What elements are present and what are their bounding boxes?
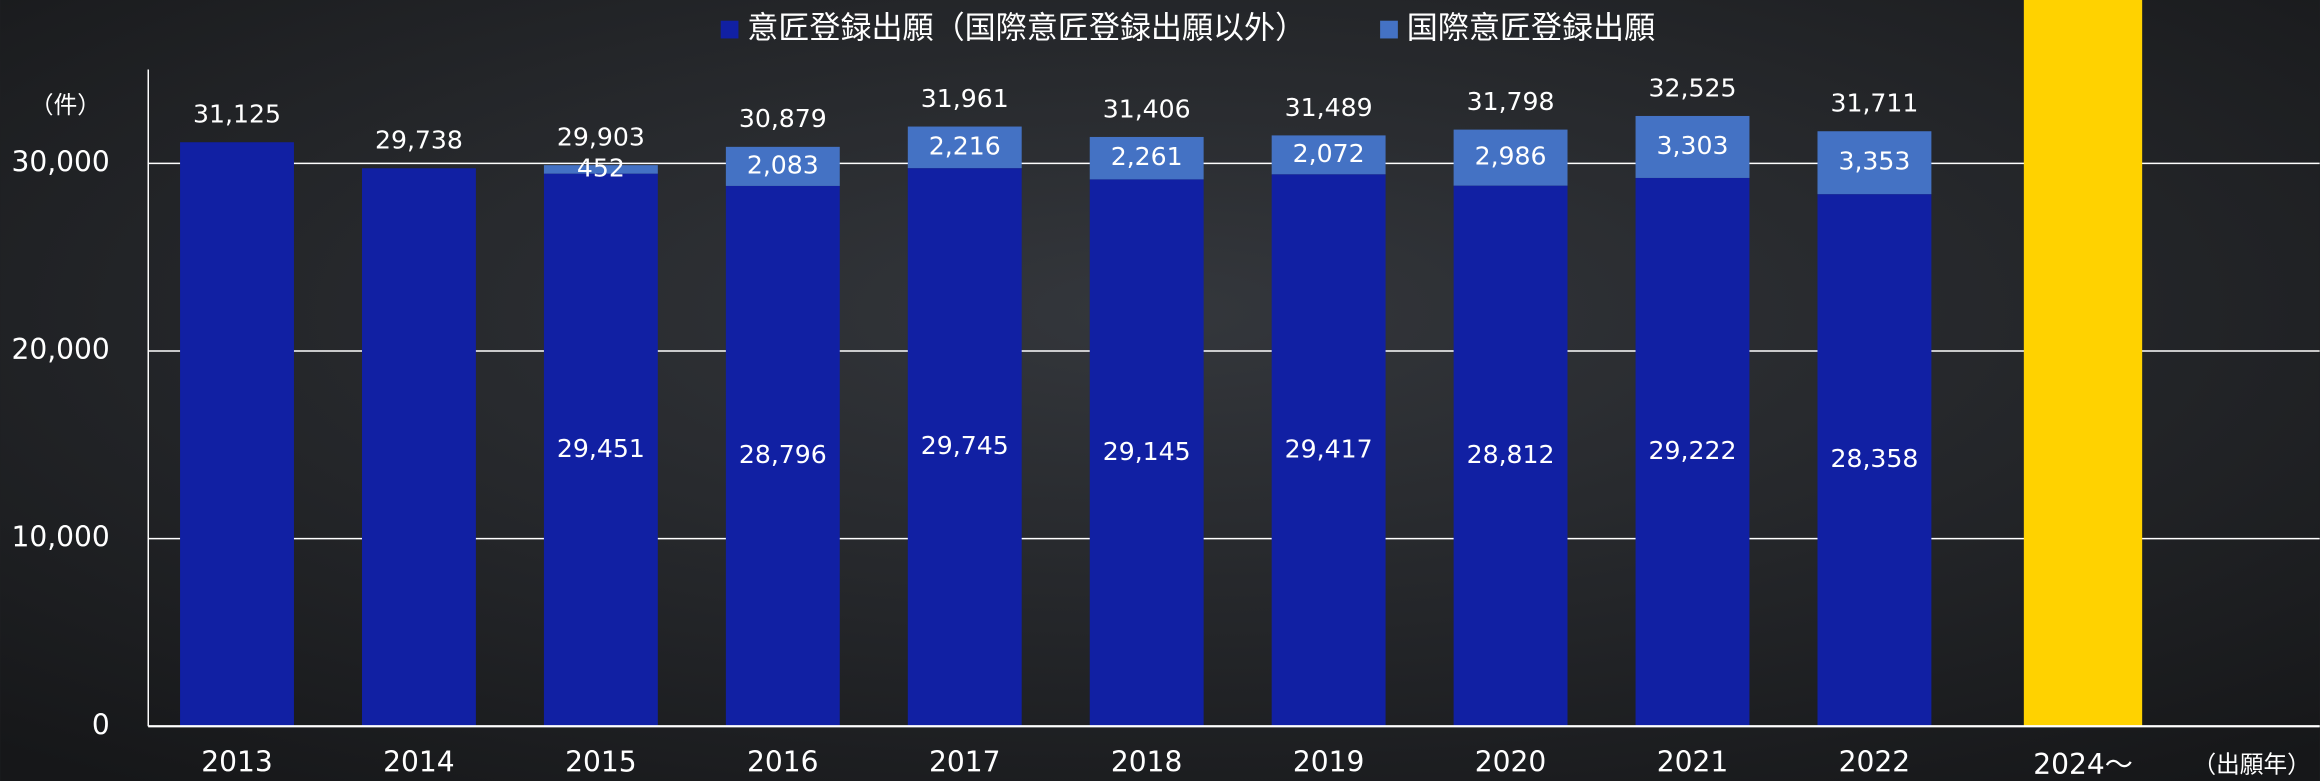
total-label: 31,125 [193, 100, 281, 129]
data-label: 3,303 [1657, 131, 1729, 160]
bar-segment [1817, 131, 1932, 195]
x-tick-label: 2022 [1839, 745, 1911, 778]
x-tick-label: 2018 [1111, 745, 1183, 778]
bar-segment [1271, 135, 1386, 175]
total-label: 30,879 [739, 104, 827, 133]
legend-swatch [1380, 20, 1398, 39]
data-label: 28,812 [1467, 440, 1555, 469]
x-unit-label: （出願年） [2192, 751, 2310, 779]
total-label: 32,525 [1649, 73, 1737, 102]
total-label: 29,738 [375, 126, 463, 155]
bar-segment [180, 142, 294, 727]
y-tick-label: 10,000 [11, 521, 109, 554]
bar-segment [1453, 129, 1568, 186]
bar-segment [1817, 194, 1932, 727]
data-label: 2,072 [1293, 139, 1365, 168]
bar-segment [725, 146, 840, 186]
legend-label: 意匠登録出願（国際意匠登録出願以外） [747, 11, 1306, 47]
bar-segment [543, 165, 658, 174]
total-label: 31,711 [1830, 89, 1918, 118]
x-tick-label: 2021 [1657, 745, 1729, 778]
bar-segment [725, 185, 840, 727]
highlight-bar [2023, 0, 2143, 727]
bar-segment [1089, 179, 1204, 727]
data-label: 29,145 [1103, 437, 1191, 466]
data-label: 29,451 [557, 434, 645, 463]
x-tick-label: 2014 [383, 745, 455, 778]
data-label: 2,216 [929, 131, 1001, 160]
data-label: 3,353 [1838, 147, 1910, 176]
legend-label: 国際意匠登録出願 [1407, 11, 1655, 47]
total-label: 29,903 [557, 123, 645, 152]
bar-segment [543, 173, 658, 727]
y-unit-label: （件） [30, 91, 101, 119]
y-tick-label: 20,000 [11, 333, 109, 366]
total-label: 31,961 [921, 84, 1009, 113]
bar-segment [1453, 185, 1568, 727]
bar-segment [361, 168, 476, 727]
bar-segment [1635, 115, 1750, 178]
bar-segment [1635, 177, 1750, 727]
legend-swatch [720, 20, 739, 39]
data-label: 29,222 [1649, 436, 1737, 465]
total-label: 31,798 [1467, 87, 1555, 116]
data-label: 452 [577, 153, 625, 182]
data-label: 2,986 [1475, 142, 1547, 171]
bar-segment [1089, 136, 1204, 180]
x-tick-label: 2024～ [2033, 748, 2133, 781]
bar-segment [907, 168, 1022, 727]
x-tick-label: 2013 [201, 745, 272, 778]
data-label: 28,796 [739, 440, 827, 469]
data-label: 2,083 [747, 150, 819, 179]
x-tick-label: 2017 [929, 745, 1001, 778]
y-tick-label: 0 [92, 708, 110, 741]
x-tick-label: 2019 [1293, 745, 1365, 778]
y-tick-label: 30,000 [11, 145, 109, 178]
data-label: 29,417 [1285, 434, 1373, 463]
bar-segment [907, 126, 1022, 169]
data-label: 29,745 [921, 431, 1009, 460]
total-label: 31,489 [1285, 93, 1373, 122]
data-label: 28,358 [1830, 444, 1918, 473]
x-tick-label: 2016 [747, 745, 819, 778]
x-tick-label: 2015 [565, 745, 637, 778]
data-label: 2,261 [1111, 142, 1183, 171]
x-tick-label: 2020 [1475, 745, 1547, 778]
total-label: 31,406 [1103, 94, 1191, 123]
bar-segment [1271, 174, 1386, 727]
